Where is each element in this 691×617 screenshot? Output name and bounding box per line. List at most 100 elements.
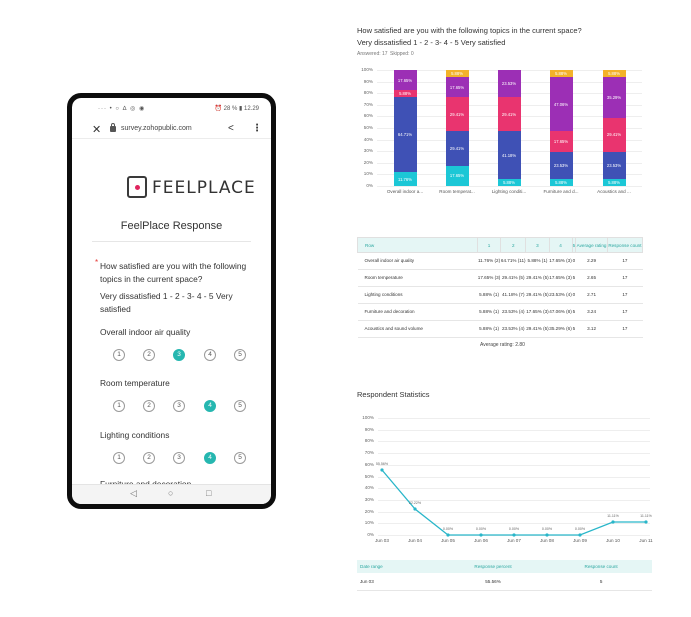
- cell-c3: 17.65% (3): [525, 303, 549, 321]
- cell-avg: 2.65: [575, 269, 608, 287]
- divider: [92, 241, 251, 242]
- x-tick-label: Jun 08: [540, 538, 554, 543]
- rating-option-1[interactable]: 1: [113, 400, 125, 412]
- close-icon[interactable]: ✕: [92, 124, 102, 136]
- cell-count: 17: [607, 320, 643, 338]
- range-count: 5: [550, 573, 652, 591]
- y-tick-label: 0%: [366, 183, 373, 188]
- y-tick-label: 90%: [363, 78, 373, 84]
- rating-option-3[interactable]: 3: [173, 452, 185, 464]
- bar-segment[interactable]: 47.06%: [549, 76, 573, 132]
- status-bar: ··· • ○ ∆ ◎ ◉ ⏰ 28 % ▮ 12.29: [72, 105, 271, 115]
- bar-segment[interactable]: 5.88%: [497, 179, 521, 186]
- bar-segment[interactable]: 5.88%: [549, 179, 573, 186]
- rating-option-4[interactable]: 4: [204, 400, 216, 412]
- bar-segment[interactable]: 5.88%: [602, 70, 626, 77]
- bar-segment[interactable]: 17.65%: [393, 70, 417, 91]
- cell-avg: 3.12: [575, 320, 608, 338]
- bar-segment[interactable]: 23.53%: [497, 70, 521, 98]
- y-tick-label: 60%: [364, 461, 374, 467]
- gridline: [378, 464, 650, 466]
- bar-segment[interactable]: 29.41%: [445, 131, 469, 166]
- header-4: 4: [548, 237, 573, 253]
- recent-apps-icon[interactable]: □: [206, 488, 212, 498]
- rating-option-5[interactable]: 5: [234, 349, 246, 361]
- y-tick-label: 100%: [362, 415, 374, 420]
- rating-option-1[interactable]: 1: [113, 452, 125, 464]
- cell-c5: 0: [572, 252, 576, 270]
- bar-segment[interactable]: 64.71%: [393, 97, 417, 173]
- bar-segment[interactable]: 5.88%: [393, 90, 417, 98]
- cell-c4: 17.65% (3): [549, 252, 573, 270]
- cell-count: 17: [607, 269, 643, 287]
- data-point[interactable]: [413, 507, 417, 511]
- back-icon[interactable]: ◁: [130, 488, 137, 498]
- phone-frame: ··· • ○ ∆ ◎ ◉ ⏰ 28 % ▮ 12.29 ✕ survey.zo…: [67, 93, 276, 509]
- bar-segment-label: 29.41%: [449, 111, 465, 117]
- rating-option-2[interactable]: 2: [143, 400, 155, 412]
- bar-segment[interactable]: 17.65%: [445, 76, 469, 98]
- cell-count: 17: [607, 303, 643, 321]
- cell-c5: 5: [572, 303, 576, 321]
- logo-mark-icon: [127, 176, 147, 198]
- topic-label: Overall indoor air quality: [100, 327, 191, 337]
- bar-segment[interactable]: 29.41%: [445, 97, 469, 132]
- bar-segment-label: 5.88%: [399, 91, 411, 97]
- bar-segment[interactable]: 11.76%: [393, 172, 417, 186]
- cell-count: 17: [607, 286, 643, 304]
- home-icon[interactable]: ○: [168, 488, 174, 498]
- bar-segment[interactable]: 23.53%: [549, 151, 573, 180]
- cell-avg: 2.71: [575, 286, 608, 304]
- bar-segment[interactable]: 5.88%: [602, 179, 626, 186]
- rating-option-2[interactable]: 2: [143, 349, 155, 361]
- data-point[interactable]: [380, 468, 384, 472]
- bar-segment[interactable]: 17.65%: [445, 165, 469, 186]
- rating-option-3[interactable]: 3: [173, 349, 185, 361]
- bar-segment[interactable]: 29.41%: [602, 117, 626, 152]
- cell-count: 17: [607, 252, 643, 270]
- bar-segment[interactable]: 5.88%: [549, 70, 573, 77]
- bar-segment[interactable]: 41.18%: [497, 131, 521, 180]
- cell-c4: 23.53% (4): [549, 286, 573, 304]
- menu-icon[interactable]: ⋮: [252, 123, 262, 134]
- required-mark: *: [95, 258, 99, 267]
- bar-segment[interactable]: 17.65%: [549, 131, 573, 152]
- data-label: 22.22%: [408, 501, 422, 505]
- share-icon[interactable]: <: [228, 123, 234, 134]
- summary-table: Row 1 2 3 4 5 Average rating Response co…: [357, 237, 644, 338]
- bar-segment-label: 64.71%: [397, 132, 413, 138]
- rating-option-5[interactable]: 5: [234, 400, 246, 412]
- data-label: 55.56%: [375, 461, 389, 466]
- bar-segment-label: 23.53%: [606, 163, 622, 169]
- rating-option-3[interactable]: 3: [173, 400, 185, 412]
- date-range-table: Date range Response percent Response cou…: [357, 560, 652, 591]
- bar-segment[interactable]: 23.53%: [602, 151, 626, 180]
- bar-segment-label: 5.88%: [608, 70, 620, 76]
- rating-option-2[interactable]: 2: [143, 452, 155, 464]
- rating-option-4[interactable]: 4: [204, 349, 216, 361]
- cell-c4: 35.29% (6): [549, 320, 573, 338]
- gridline: [378, 441, 650, 443]
- bar-segment-label: 23.53%: [501, 81, 517, 87]
- rating-option-4[interactable]: 4: [204, 452, 216, 464]
- bar-segment[interactable]: 5.88%: [445, 70, 469, 77]
- android-nav-bar: ◁ ○ □: [72, 484, 271, 504]
- rating-option-5[interactable]: 5: [234, 452, 246, 464]
- range-date: Jun 03: [357, 573, 436, 591]
- status-clock: ⏰ 28 % ▮ 12.29: [214, 106, 259, 112]
- cell-c1: 17.65% (3): [477, 269, 501, 287]
- scale-text: Very dissatisfied 1 - 2 - 3- 4 - 5 Very …: [100, 291, 233, 314]
- rating-option-1[interactable]: 1: [113, 349, 125, 361]
- bar-segment-label: 35.29%: [606, 94, 622, 100]
- url-text[interactable]: survey.zohopublic.com: [121, 125, 192, 132]
- bar-segment-label: 5.88%: [503, 180, 515, 186]
- cell-c2: 23.53% (4): [500, 303, 526, 321]
- bar-segment[interactable]: 35.29%: [602, 76, 626, 118]
- results-question: How satisfied are you with the following…: [357, 26, 582, 35]
- bar-segment[interactable]: 29.41%: [497, 97, 521, 132]
- bar-segment-label: 17.65%: [449, 173, 465, 179]
- cell-c3: 29.41% (5): [525, 286, 549, 304]
- y-tick-label: 70%: [363, 101, 373, 107]
- y-tick-label: 100%: [361, 67, 373, 72]
- gridline: [378, 429, 650, 431]
